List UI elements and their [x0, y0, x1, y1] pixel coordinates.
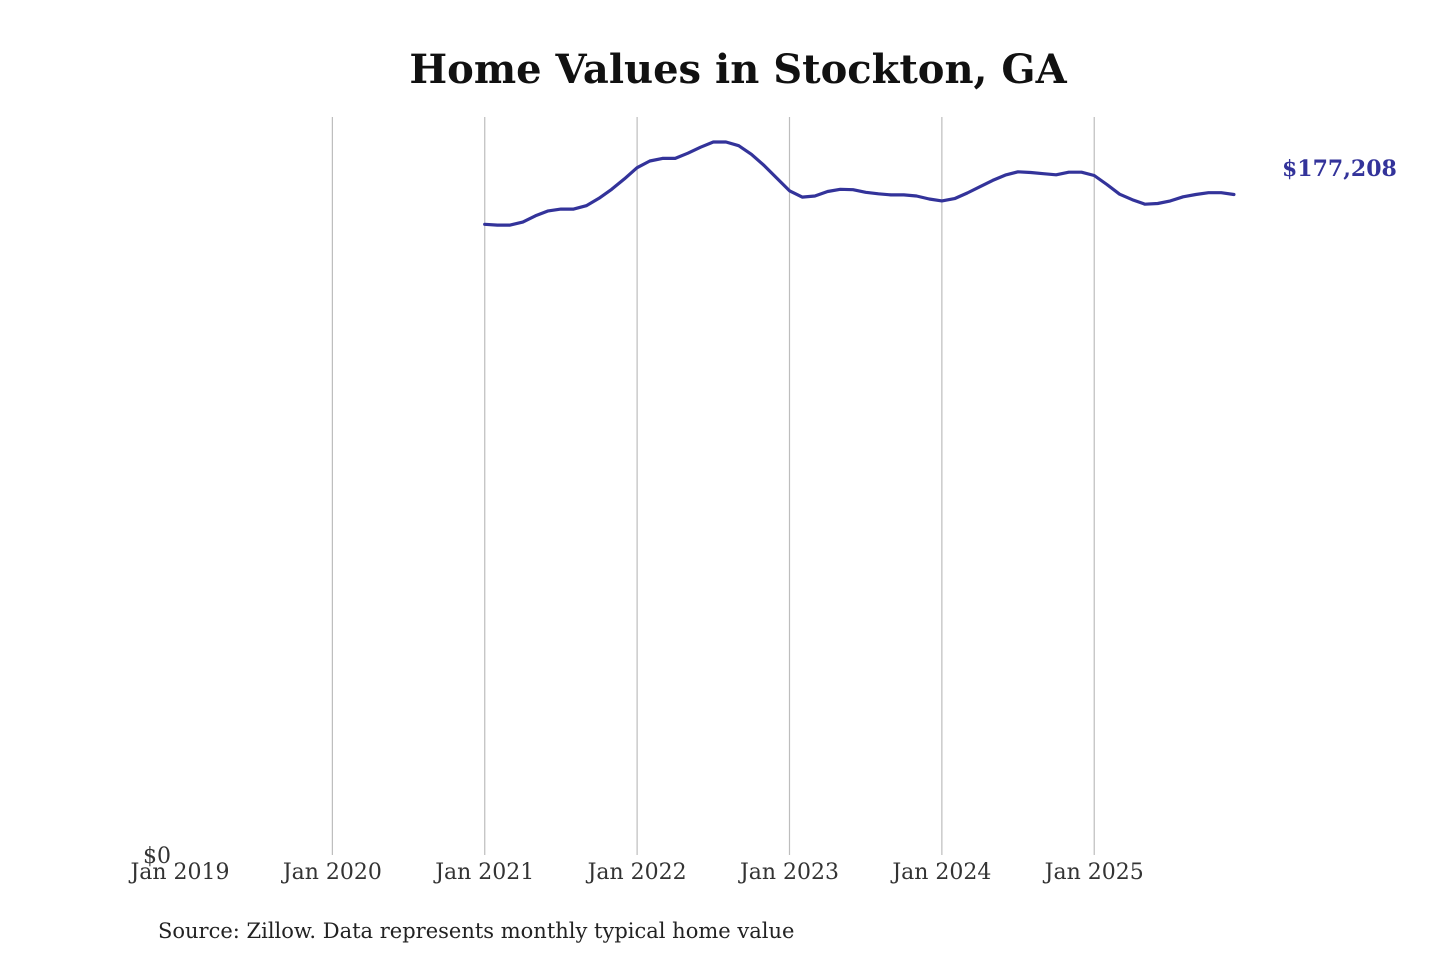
series-layer [483, 140, 1236, 227]
x-gridlines [331, 117, 1095, 855]
x-tick-label: Jan 2023 [738, 860, 839, 885]
chart-title: Home Values in Stockton, GA [409, 46, 1067, 93]
x-tick-label: Jan 2020 [281, 860, 382, 885]
home-value-line [483, 140, 1236, 227]
y-tick-label: $0 [143, 844, 171, 869]
x-tick-label: Jan 2022 [586, 860, 687, 885]
x-tick-label: Jan 2025 [1043, 860, 1144, 885]
x-tick-label: Jan 2021 [433, 860, 534, 885]
source-note: Source: Zillow. Data represents monthly … [158, 919, 794, 943]
x-tick-label: Jan 2019 [128, 860, 229, 885]
x-tick-label: Jan 2024 [890, 860, 991, 885]
y-tick-labels: $0 [143, 844, 171, 869]
last-value-label: $177,208 [1282, 156, 1397, 182]
x-tick-labels: Jan 2019 Jan 2020 Jan 2021 Jan 2022 Jan 2023… [128, 860, 1143, 885]
